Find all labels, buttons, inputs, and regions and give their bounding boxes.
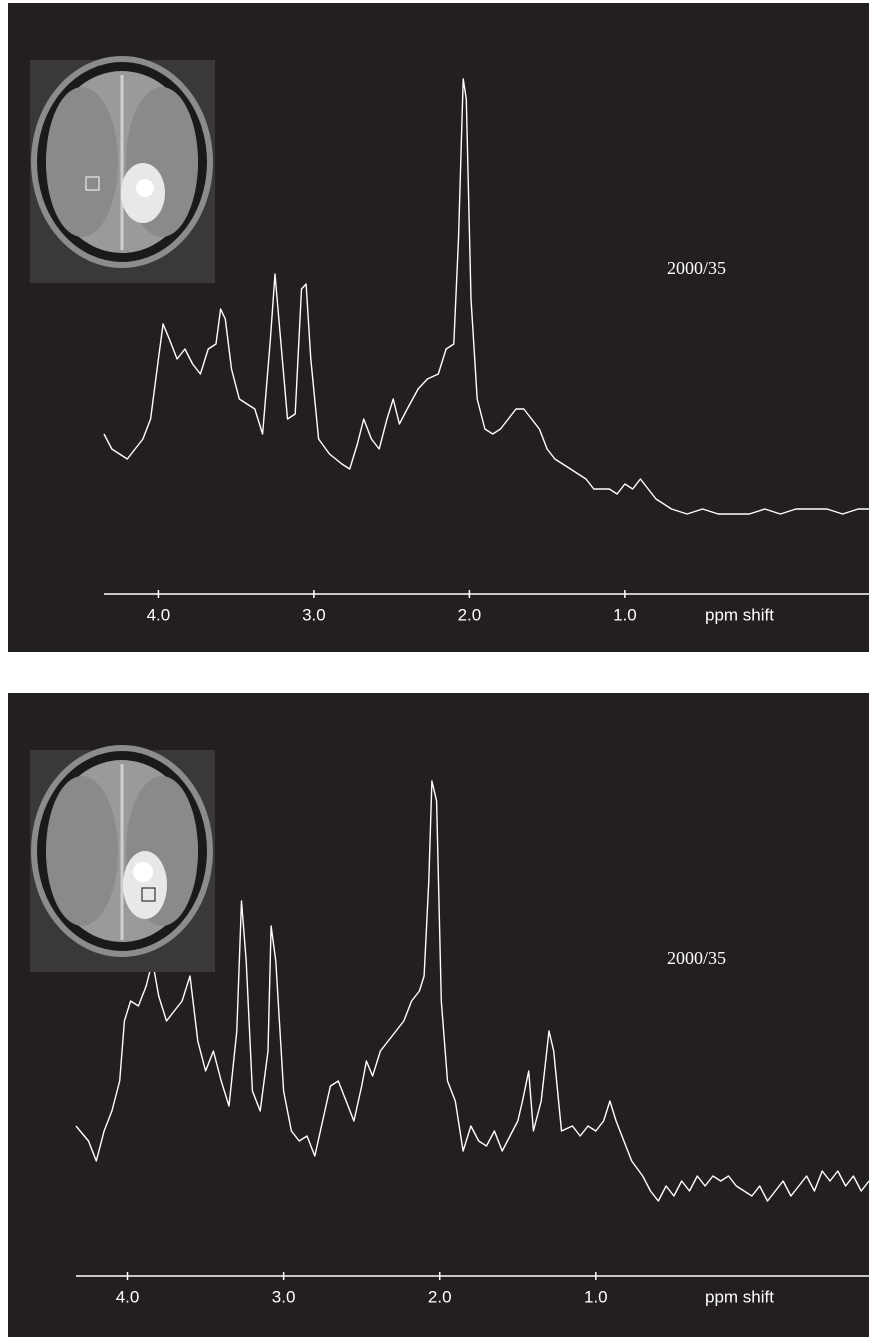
x-tick-label: 1.0 [613, 605, 637, 624]
page: {"chart_data": [ {"type": "line", "color… [0, 0, 869, 1337]
x-tick-label: 3.0 [302, 605, 326, 624]
x-tick-label: 3.0 [272, 1287, 296, 1306]
annotation: 2000/35 [667, 948, 726, 968]
x-tick-label: 4.0 [147, 605, 171, 624]
x-tick-label: 2.0 [458, 605, 482, 624]
brain-inset [30, 59, 215, 283]
x-tick-label: 1.0 [584, 1287, 608, 1306]
x-tick-label: 2.0 [428, 1287, 452, 1306]
figure: 4.0 3.0 2.0 1.0 ppm shift 2000/35 4.0 3.0 2.0 1.0… [0, 0, 869, 1337]
annotation: 2000/35 [667, 258, 726, 278]
brain-inset [30, 748, 215, 972]
x-tick-label: 4.0 [116, 1287, 140, 1306]
x-axis-label: ppm shift [705, 605, 774, 624]
x-axis-label: ppm shift [705, 1287, 774, 1306]
